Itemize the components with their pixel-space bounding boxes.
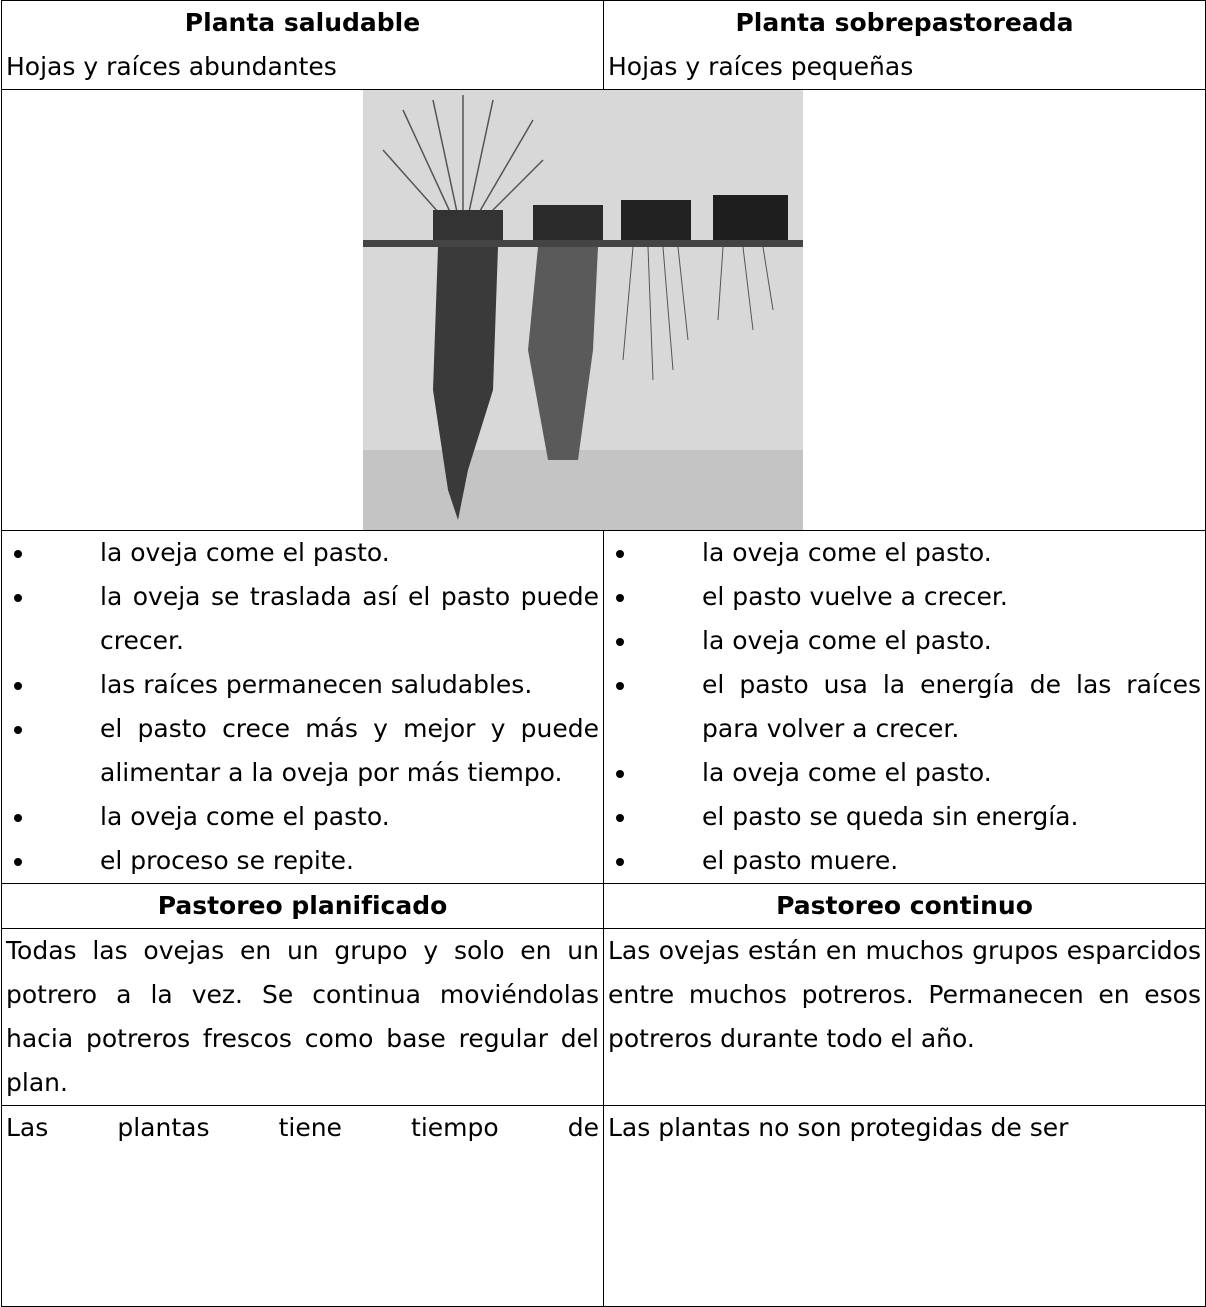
section-title: Pastoreo continuo <box>603 883 1206 929</box>
text-cell: Las plantas tiene tiempo de <box>1 1105 604 1307</box>
bullet-item: la oveja come el pasto. <box>608 531 1201 575</box>
bullet-item: el pasto se queda sin energía. <box>608 795 1201 839</box>
bullet-item: la oveja come el pasto. <box>6 795 599 839</box>
bullet-item: la oveja come el pasto. <box>6 531 599 575</box>
bullet-item: las raíces permanecen saludables. <box>6 663 599 707</box>
header-cell: Planta sobrepastoreada Hojas y raíces peq… <box>603 0 1206 90</box>
bullet-list: la oveja come el pasto. la oveja se trasl… <box>6 531 599 883</box>
text-cell: Las plantas no son protegidas de ser <box>603 1105 1206 1307</box>
bullet-list: la oveja come el pasto. el pasto vuelve a… <box>608 531 1201 883</box>
column-title: Planta sobrepastoreada <box>735 8 1074 37</box>
column-subtitle: Hojas y raíces pequeñas <box>608 52 914 81</box>
bullet-item: la oveja come el pasto. <box>608 751 1201 795</box>
bullet-item: el pasto crece más y mejor y puede alime… <box>6 707 599 795</box>
section-title: Pastoreo planificado <box>1 883 604 929</box>
list-cell: la oveja come el pasto. la oveja se trasl… <box>1 530 604 884</box>
bullet-item: el pasto usa la energía de las raíces pa… <box>608 663 1201 751</box>
column-title: Planta saludable <box>184 8 421 37</box>
bullet-item: el proceso se repite. <box>6 839 599 883</box>
bullet-item: el pasto muere. <box>608 839 1201 883</box>
paragraph: Las ovejas están en muchos grupos esparc… <box>608 936 1201 1053</box>
paragraph: Las plantas tiene tiempo de <box>6 1113 599 1142</box>
list-cell: la oveja come el pasto. el pasto vuelve a… <box>603 530 1206 884</box>
text-cell: Las ovejas están en muchos grupos esparc… <box>603 928 1206 1106</box>
paragraph: Las plantas no son protegidas de ser <box>608 1113 1069 1142</box>
header-cell: Planta saludable Hojas y raíces abundante… <box>1 0 604 90</box>
image-cell <box>1 89 1206 531</box>
bullet-item: la oveja come el pasto. <box>608 619 1201 663</box>
bullet-item: la oveja se traslada así el pasto puede … <box>6 575 599 663</box>
column-subtitle: Hojas y raíces abundantes <box>6 52 337 81</box>
paragraph: Todas las ovejas en un grupo y solo en u… <box>6 936 599 1097</box>
plant-roots-photo <box>363 90 803 530</box>
bullet-item: el pasto vuelve a crecer. <box>608 575 1201 619</box>
text-cell: Todas las ovejas en un grupo y solo en u… <box>1 928 604 1106</box>
